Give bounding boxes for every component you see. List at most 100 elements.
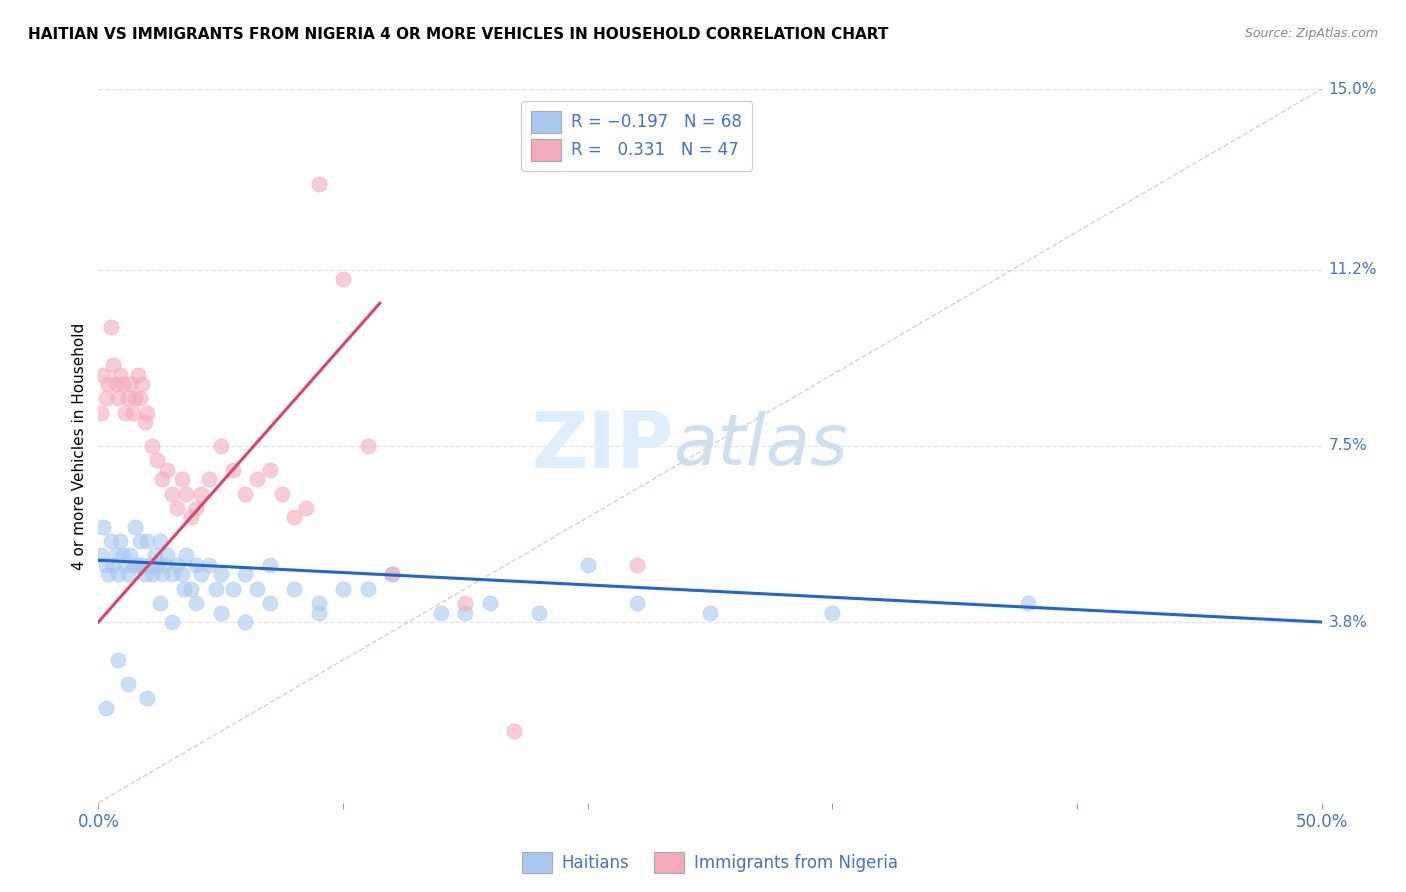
Point	[114, 406, 136, 420]
Point	[190, 567, 212, 582]
Point	[134, 415, 156, 429]
Point	[222, 582, 245, 596]
Point	[91, 520, 114, 534]
Point	[120, 377, 142, 392]
Point	[143, 549, 166, 563]
Point	[100, 320, 122, 334]
Point	[381, 567, 404, 582]
Point	[295, 500, 318, 515]
Point	[233, 486, 256, 500]
Point	[156, 463, 179, 477]
Point	[131, 558, 153, 572]
Point	[127, 368, 149, 382]
Point	[114, 558, 136, 572]
Point	[259, 463, 281, 477]
Point	[110, 534, 132, 549]
Point	[308, 596, 330, 610]
Point	[503, 724, 526, 739]
Point	[246, 472, 269, 486]
Point	[100, 534, 122, 549]
Point	[186, 558, 208, 572]
Point	[454, 606, 477, 620]
Point	[136, 691, 159, 706]
Point	[117, 392, 139, 406]
Point	[110, 368, 132, 382]
Point	[131, 377, 153, 392]
Point	[127, 558, 149, 572]
Y-axis label: 4 or more Vehicles in Household: 4 or more Vehicles in Household	[72, 322, 87, 570]
Point	[626, 558, 648, 572]
Point	[186, 596, 208, 610]
Point	[180, 510, 202, 524]
Point	[141, 567, 163, 582]
Point	[160, 615, 183, 629]
Text: ZIP: ZIP	[531, 408, 673, 484]
Point	[104, 549, 127, 563]
Point	[259, 596, 281, 610]
Point	[94, 558, 117, 572]
Point	[91, 368, 114, 382]
Point	[90, 549, 112, 563]
Point	[209, 567, 232, 582]
Point	[356, 439, 378, 453]
Point	[160, 486, 183, 500]
Point	[129, 534, 152, 549]
Point	[332, 272, 354, 286]
Point	[205, 582, 228, 596]
Point	[94, 700, 117, 714]
Text: 3.8%: 3.8%	[1329, 615, 1368, 630]
Point	[170, 567, 193, 582]
Point	[107, 392, 129, 406]
Point	[136, 534, 159, 549]
Point	[107, 653, 129, 667]
Text: HAITIAN VS IMMIGRANTS FROM NIGERIA 4 OR MORE VEHICLES IN HOUSEHOLD CORRELATION C: HAITIAN VS IMMIGRANTS FROM NIGERIA 4 OR …	[28, 27, 889, 42]
Point	[699, 606, 721, 620]
Point	[283, 510, 305, 524]
Point	[107, 567, 129, 582]
Point	[101, 558, 124, 572]
Point	[141, 439, 163, 453]
Point	[156, 549, 179, 563]
Point	[111, 549, 134, 563]
Point	[209, 439, 232, 453]
Point	[222, 463, 245, 477]
Point	[430, 606, 453, 620]
Point	[149, 596, 172, 610]
Point	[90, 406, 112, 420]
Point	[626, 596, 648, 610]
Point	[381, 567, 404, 582]
Point	[233, 567, 256, 582]
Point	[146, 558, 169, 572]
Point	[149, 534, 172, 549]
Point	[101, 358, 124, 372]
Text: 11.2%: 11.2%	[1329, 262, 1376, 277]
Point	[259, 558, 281, 572]
Text: Source: ZipAtlas.com: Source: ZipAtlas.com	[1244, 27, 1378, 40]
Point	[209, 606, 232, 620]
Point	[134, 567, 156, 582]
Point	[121, 558, 143, 572]
Point	[821, 606, 844, 620]
Point	[150, 472, 173, 486]
Point	[197, 472, 219, 486]
Point	[176, 486, 198, 500]
Point	[190, 486, 212, 500]
Point	[356, 582, 378, 596]
Point	[197, 558, 219, 572]
Text: atlas: atlas	[673, 411, 848, 481]
Point	[1017, 596, 1039, 610]
Point	[478, 596, 501, 610]
Point	[332, 582, 354, 596]
Point	[97, 377, 120, 392]
Point	[170, 472, 193, 486]
Point	[146, 453, 169, 467]
Point	[166, 500, 188, 515]
Point	[121, 406, 143, 420]
Legend: Haitians, Immigrants from Nigeria: Haitians, Immigrants from Nigeria	[515, 846, 905, 880]
Point	[153, 558, 176, 572]
Point	[136, 406, 159, 420]
Point	[576, 558, 599, 572]
Point	[160, 567, 183, 582]
Point	[129, 392, 152, 406]
Point	[454, 596, 477, 610]
